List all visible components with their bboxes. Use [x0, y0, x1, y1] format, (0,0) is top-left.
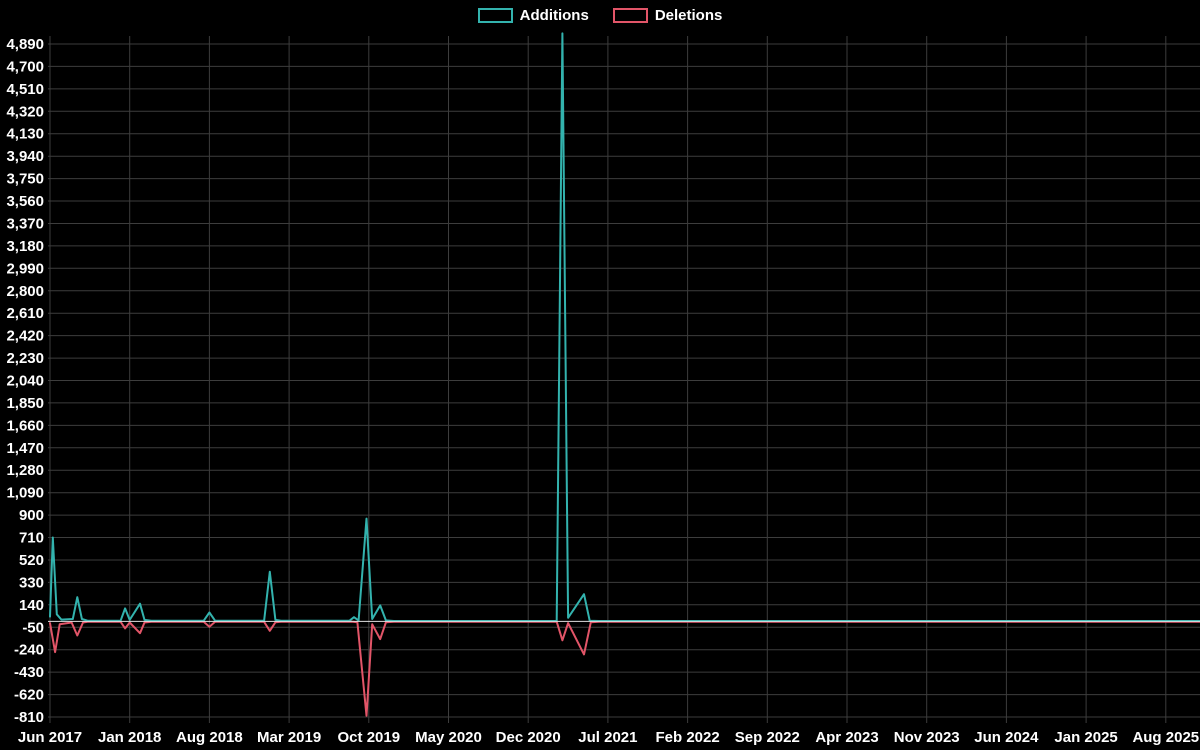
y-axis-tick-label: 1,850 [6, 395, 44, 412]
series-line-additions [49, 32, 1200, 622]
y-axis-tick-label: 3,180 [6, 238, 44, 255]
x-axis-tick-label: Jun 2024 [974, 729, 1039, 746]
y-axis-tick-label: 3,560 [6, 193, 44, 210]
y-axis-tick-labels: 4,890 4,700 4,510 4,320 4,130 3,940 3,750 3,560… [6, 36, 44, 726]
y-axis-tick-label: -810 [14, 709, 44, 726]
y-axis-tick-label: 3,750 [6, 171, 44, 188]
y-axis-tick-label: 4,130 [6, 126, 44, 143]
chart-legend: Additions Deletions [0, 7, 1200, 24]
x-axis-tick-label: Dec 2020 [496, 729, 561, 746]
y-axis-tick-label: 3,940 [6, 148, 44, 165]
y-axis-tick-label: 4,700 [6, 58, 44, 75]
y-axis-tick-label: 4,510 [6, 81, 44, 98]
series-lines [49, 32, 1200, 717]
x-axis-tick-label: Sep 2022 [735, 729, 800, 746]
x-axis-tick-label: Mar 2019 [257, 729, 321, 746]
x-axis-tick-label: Jan 2025 [1054, 729, 1117, 746]
x-axis-tick-label: Aug 2018 [176, 729, 243, 746]
y-axis-tick-label: -430 [14, 664, 44, 681]
legend-item-deletions[interactable]: Deletions [612, 7, 723, 24]
x-axis-tick-labels: Jun 2017 Jan 2018 Aug 2018 Mar 2019 Oct 2019… [18, 729, 1199, 746]
x-axis-tick-label: Jun 2017 [18, 729, 82, 746]
legend-label-deletions: Deletions [654, 7, 723, 24]
x-axis-tick-label: Nov 2023 [894, 729, 960, 746]
y-axis-tick-label: 2,990 [6, 260, 44, 277]
series-line-deletions [49, 620, 1200, 717]
legend-item-additions[interactable]: Additions [477, 7, 589, 24]
additions-swatch-icon [477, 8, 513, 23]
deletions-swatch-icon [612, 8, 648, 23]
y-axis-tick-label: 1,470 [6, 440, 44, 457]
y-axis-tick-label: 2,420 [6, 328, 44, 345]
x-axis-tick-label: Feb 2022 [655, 729, 719, 746]
y-axis-tick-label: 4,890 [6, 36, 44, 53]
y-axis-tick-label: 1,090 [6, 485, 44, 502]
y-axis-tick-label: 900 [19, 507, 44, 524]
y-axis-tick-label: 140 [19, 597, 44, 614]
y-axis-tick-label: 3,370 [6, 216, 44, 233]
y-axis-tick-label: 710 [19, 530, 44, 547]
y-axis-tick-label: 1,280 [6, 462, 44, 479]
x-axis-tick-label: May 2020 [415, 729, 482, 746]
y-axis-tick-label: -240 [14, 642, 44, 659]
y-axis-tick-label: 4,320 [6, 103, 44, 120]
y-axis-tick-label: -620 [14, 687, 44, 704]
y-axis-tick-label: 1,660 [6, 417, 44, 434]
y-axis-tick-label: 2,230 [6, 350, 44, 367]
x-axis-tick-label: Aug 2025 [1132, 729, 1199, 746]
x-axis-tick-label: Oct 2019 [338, 729, 401, 746]
gridlines [48, 36, 1200, 723]
y-axis-tick-label: 2,800 [6, 283, 44, 300]
x-axis-tick-label: Jan 2018 [98, 729, 161, 746]
x-axis-tick-label: Apr 2023 [815, 729, 878, 746]
y-axis-tick-label: 330 [19, 574, 44, 591]
y-axis-tick-label: -50 [22, 619, 44, 636]
y-axis-tick-label: 2,040 [6, 373, 44, 390]
y-axis-tick-label: 520 [19, 552, 44, 569]
legend-label-additions: Additions [519, 7, 589, 24]
y-axis-tick-label: 2,610 [6, 305, 44, 322]
x-axis-tick-label: Jul 2021 [578, 729, 637, 746]
